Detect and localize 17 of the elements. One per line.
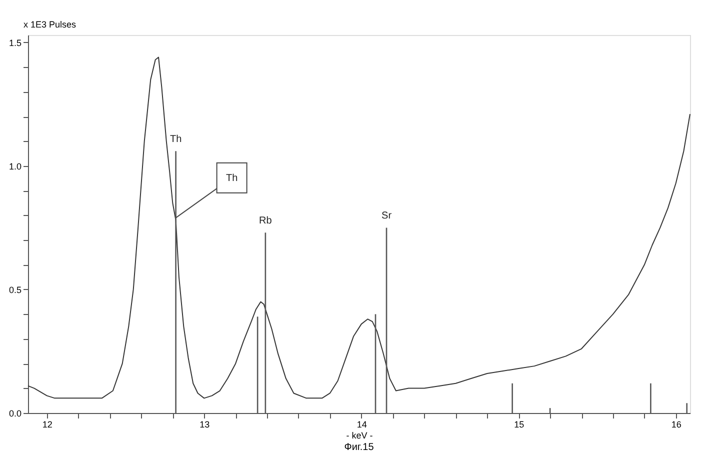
line-series [28,56,690,399]
x-axis-title: - keV - [346,430,373,440]
y-tick-label: 1.5 [8,38,22,48]
y-axis-title: x 1E3 Pulses [24,20,77,30]
x-tick-label: 16 [671,420,682,430]
x-tick-label: 15 [514,420,524,430]
annotation: Sr [382,210,392,222]
y-tick-label: 0.0 [8,408,22,418]
annotation: Rb [259,216,272,227]
text: Фиг.15 [344,442,374,452]
y-tick-label: 1.0 [8,161,22,172]
annotation: Th [226,172,238,184]
x-tick-label: 14 [356,420,367,430]
x-tick-label: 13 [200,420,210,430]
annotation: Th [170,134,182,146]
x-tick-label: 12 [42,420,52,430]
y-tick-label: 0.5 [8,284,22,295]
